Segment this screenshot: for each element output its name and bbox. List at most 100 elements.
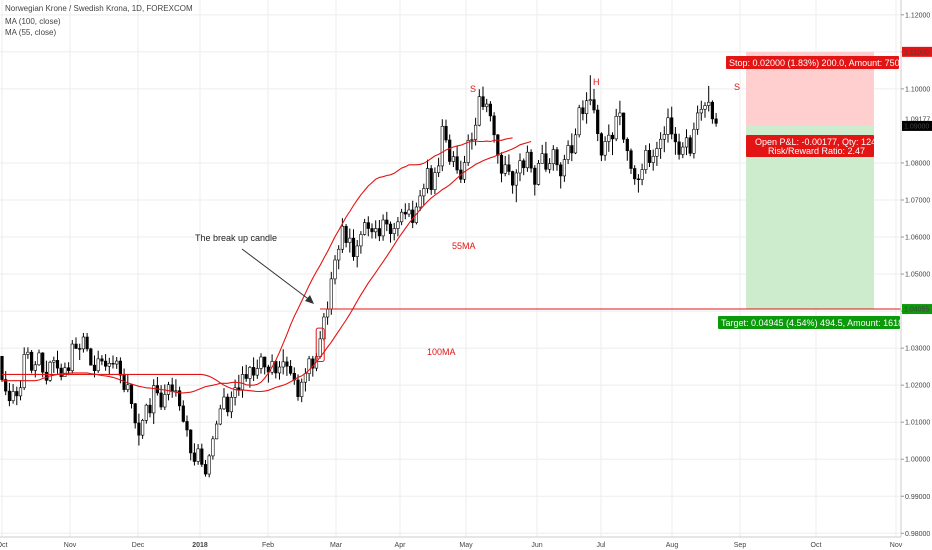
candle-body [510, 171, 515, 186]
candle-body [359, 234, 363, 247]
time-tick-label: May [459, 542, 473, 549]
candle-body [26, 351, 30, 355]
symbol-title[interactable]: Norwegian Krone / Swedish Krona, 1D, FOR… [5, 4, 193, 13]
candle-body [18, 387, 23, 397]
candle-body [207, 455, 211, 475]
candle-body [263, 356, 267, 368]
time-tick-label: Feb [262, 542, 274, 549]
stop-label[interactable]: Stop: 0.02000 (1.83%) 200.0, Amount: 750… [726, 56, 912, 69]
candle-body [651, 155, 655, 163]
candle-body [710, 101, 714, 120]
time-axis[interactable]: Oct Nov Dec 2018 Feb Mar Apr May Jun Jul Aug Sep Oct… [0, 542, 903, 549]
time-tick-label: Mar [330, 542, 343, 549]
time-tick-label: Jun [531, 542, 542, 549]
candle-body [684, 137, 689, 148]
candle-body [429, 168, 433, 190]
open-pnl-label[interactable]: Open P&L: -0.00177, Qty: 12499 Risk/Rewa… [746, 135, 886, 157]
open-pnl-background [746, 135, 874, 157]
candle-body [274, 361, 278, 374]
candle-body [285, 361, 289, 367]
price-axis[interactable]: 0.98000 0.99000 1.00000 1.01000 1.02000 1.030… [901, 12, 930, 538]
candle-body [596, 109, 600, 134]
candle-body [348, 237, 352, 243]
candle-body [607, 134, 611, 142]
candle-body [362, 222, 367, 235]
candle-body [144, 404, 148, 421]
candle-body [507, 164, 511, 172]
candle-body [300, 381, 304, 397]
stop-price-text: 1.11000 [904, 49, 929, 56]
time-tick-label: Aug [666, 542, 679, 549]
candle-body [37, 352, 41, 366]
candle-body [96, 358, 100, 372]
target-price-tag: 1.04055 [902, 304, 932, 315]
candle-body [211, 438, 215, 457]
candle-body [137, 422, 141, 436]
candle-body [581, 107, 585, 114]
price-tick-label: 1.10000 [905, 86, 930, 93]
candle-body [370, 228, 374, 233]
risk-reward-text: Risk/Reward Ratio: 2.47 [768, 146, 865, 156]
price-tick-label: 1.05000 [905, 272, 930, 279]
candle-body [233, 387, 237, 398]
candle-body [33, 364, 37, 371]
candle-body [492, 115, 496, 136]
candle-body [640, 169, 644, 180]
price-tick-label: 1.07000 [905, 197, 930, 204]
candle-body [625, 138, 629, 152]
candle-body [699, 108, 703, 114]
ma100-annotation: 100MA [427, 347, 456, 357]
candle-body [248, 367, 252, 379]
ma55-legend[interactable]: MA (55, close) [5, 28, 57, 37]
breakout-arrow-head [305, 295, 314, 304]
candle-body [488, 103, 493, 117]
price-tick-label: 1.08000 [905, 160, 930, 167]
candle-body [288, 365, 293, 374]
candle-body [44, 371, 48, 381]
candle-body [644, 150, 648, 170]
target-label[interactable]: Target: 0.04945 (4.54%) 494.5, Amount: 1… [718, 316, 916, 329]
time-tick-label: Nov [890, 542, 903, 549]
candle-body [425, 168, 430, 189]
candle-body [485, 103, 489, 107]
candle-body [440, 125, 444, 167]
candle-body [381, 219, 385, 237]
candle-body [303, 373, 308, 383]
candle-body [277, 366, 282, 374]
stop-label-background [726, 56, 899, 69]
time-tick-label: Oct [0, 542, 7, 549]
time-tick-label: Sep [734, 542, 747, 549]
candle-body [166, 384, 171, 395]
candle-body [259, 356, 263, 369]
ma100-line [2, 140, 532, 393]
candle-body [618, 112, 622, 117]
ma100-legend[interactable]: MA (100, close) [5, 17, 61, 26]
candle-body [81, 336, 85, 350]
candles [0, 75, 718, 478]
candle-body [603, 141, 607, 156]
candle-body [63, 367, 67, 377]
candle-body [588, 99, 592, 102]
candle-body [666, 117, 670, 135]
candle-body [78, 348, 82, 350]
candle-body [688, 137, 692, 154]
candle-body [15, 391, 19, 397]
candle-body [281, 361, 285, 368]
candle-body [7, 390, 12, 402]
candle-body [318, 338, 322, 357]
candle-body [633, 168, 637, 180]
target-price-tag-background [902, 304, 932, 315]
entry-price-text: 1.09177 [905, 116, 930, 123]
candle-body [629, 150, 633, 169]
candle-body [55, 360, 60, 369]
target-label-text: Target: 0.04945 (4.54%) 494.5, Amount: 1… [721, 318, 916, 328]
time-tick-label: Apr [395, 542, 407, 549]
candle-body [189, 429, 193, 454]
candle-body [544, 153, 548, 170]
price-tick-label: 1.03000 [905, 346, 930, 353]
candle-body [503, 164, 507, 174]
entry-price-tag: 1.09177 [905, 116, 930, 123]
candle-body [325, 308, 330, 318]
candle-body [178, 390, 182, 407]
